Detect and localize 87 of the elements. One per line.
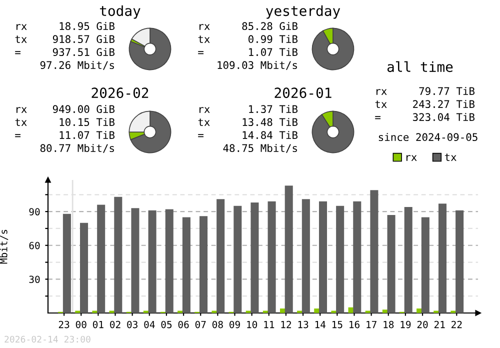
bar — [114, 196, 122, 313]
x-tick-label: 02 — [110, 320, 120, 328]
legend-label: tx — [444, 154, 456, 161]
x-tick-label: 04 — [144, 320, 155, 328]
bar — [131, 208, 140, 313]
bar — [382, 310, 388, 313]
text: all time — [387, 61, 453, 72]
chart-title: yesterday — [266, 5, 340, 19]
y-axis-title: Mbit/s — [0, 230, 8, 264]
x-tick-label: 01 — [92, 320, 104, 328]
x-tick-label: 21 — [434, 320, 445, 328]
donut-slice — [312, 28, 354, 70]
bar — [353, 201, 362, 313]
x-tick-label: 15 — [332, 320, 342, 328]
text: = 1.07 TiB — [198, 48, 298, 56]
text: rx 949.00 GiB — [16, 104, 115, 114]
x-tick-label: 08 — [212, 320, 223, 328]
x-tick-label: 13 — [298, 320, 308, 328]
bar — [387, 214, 396, 313]
x-tick-label: 05 — [161, 320, 172, 328]
y-tick-label: 60 — [29, 242, 40, 250]
bar — [268, 201, 276, 313]
donut-slice — [128, 28, 172, 70]
y-tick-label: 90 — [29, 208, 40, 216]
bar — [216, 199, 225, 313]
bar — [421, 217, 430, 313]
x-tick-label: 19 — [400, 320, 411, 328]
bar — [97, 204, 106, 313]
chart-title: 2026-02 — [92, 88, 148, 98]
text: since 2024-09-05 — [378, 132, 478, 142]
text: 48.75 Mbit/s — [223, 144, 297, 153]
x-tick-label: 14 — [315, 320, 326, 328]
chart-title: today — [100, 5, 140, 19]
text: tx 13.48 TiB — [198, 118, 298, 126]
x-tick-label: 12 — [281, 320, 291, 328]
text: 97.26 Mbit/s — [40, 60, 114, 70]
bar — [148, 210, 156, 313]
bar — [404, 207, 412, 313]
bar — [438, 204, 447, 313]
y-tick-label: 30 — [29, 276, 40, 284]
text: = 323.04 TiB — [375, 112, 475, 122]
x-tick-label: 22 — [452, 320, 462, 328]
bar — [200, 216, 208, 313]
bar — [234, 206, 242, 313]
bar — [456, 210, 464, 313]
bar — [80, 222, 88, 313]
bar — [250, 202, 259, 313]
chart-title: 2026-01 — [274, 88, 332, 98]
text: tx 918.57 GiB — [15, 34, 115, 44]
legend-label: rx — [406, 155, 417, 161]
text: 109.03 Mbit/s — [218, 60, 297, 70]
text: = 11.07 TiB — [15, 130, 115, 140]
text: rx 85.28 GiB — [200, 22, 298, 30]
bar — [370, 190, 378, 313]
x-tick-label: 23 — [58, 320, 70, 328]
bar — [318, 201, 328, 313]
text: = 937.51 GiB — [15, 48, 115, 56]
x-tick-label: 00 — [76, 320, 86, 328]
text: = 14.84 TiB — [198, 130, 298, 140]
bar — [62, 214, 71, 313]
text: tx 10.15 TiB — [15, 118, 115, 126]
text: rx 79.77 TiB — [376, 86, 475, 96]
bar — [314, 308, 320, 313]
x-tick-label: 18 — [384, 320, 394, 328]
bar — [284, 186, 293, 313]
x-tick-label: 16 — [350, 320, 360, 328]
bar — [165, 209, 174, 313]
bar — [182, 217, 190, 313]
text: tx 0.99 TiB — [198, 34, 298, 44]
bar — [302, 199, 310, 313]
x-tick-label: 17 — [366, 320, 376, 328]
text: rx 18.95 GiB — [16, 22, 115, 30]
x-tick-label: 09 — [230, 320, 240, 328]
x-tick-label: 10 — [247, 320, 258, 328]
donut-slice — [312, 110, 354, 154]
text: 80.77 Mbit/s — [40, 144, 114, 153]
bar — [280, 308, 286, 313]
text: rx 1.37 TiB — [200, 104, 298, 114]
x-tick-label: 11 — [264, 320, 274, 328]
x-tick-label: 03 — [127, 320, 138, 328]
x-tick-label: 07 — [195, 320, 206, 328]
donut-slice — [130, 110, 172, 154]
text: tx 243.27 TiB — [375, 100, 475, 108]
bar — [336, 206, 344, 313]
bar — [416, 308, 422, 313]
x-tick-label: 20 — [417, 320, 428, 328]
x-tick-label: 06 — [178, 320, 189, 328]
